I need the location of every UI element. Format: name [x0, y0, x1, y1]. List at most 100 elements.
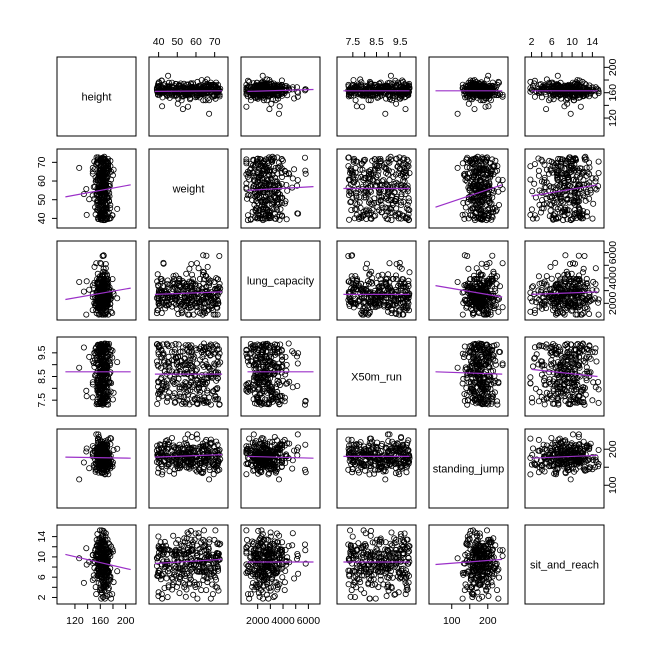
data-point [186, 84, 193, 91]
data-point [76, 164, 83, 171]
data-point [495, 79, 502, 86]
data-point [283, 216, 290, 223]
data-point [365, 97, 372, 104]
panel-weight-vs-standing_jump [428, 148, 509, 229]
data-point [388, 86, 395, 93]
data-point [206, 97, 213, 104]
data-point [154, 271, 161, 278]
data-point [386, 96, 393, 103]
data-point [396, 259, 403, 266]
panel-height-vs-height: height [56, 56, 137, 137]
data-point [567, 260, 574, 267]
data-point [400, 87, 407, 94]
data-point [258, 94, 265, 101]
data-point [114, 295, 121, 302]
data-point [562, 252, 569, 259]
data-point [80, 344, 87, 351]
data-point [590, 200, 597, 207]
data-point [406, 269, 413, 276]
panel-weight-vs-weight: weight [148, 148, 229, 229]
data-point [291, 166, 298, 173]
data-point [193, 92, 200, 99]
data-point [465, 265, 472, 272]
panel-height-vs-sit_and_reach [524, 56, 605, 137]
panel-frame [240, 56, 321, 137]
data-point [301, 154, 308, 161]
data-point [473, 265, 480, 272]
data-point [397, 92, 404, 99]
data-point [485, 72, 492, 79]
data-point [527, 176, 534, 183]
data-point [539, 197, 546, 204]
data-point [567, 110, 574, 117]
data-point [586, 310, 593, 317]
panel-height-vs-X50m_run [336, 56, 417, 137]
data-point [527, 163, 534, 170]
data-point [394, 79, 401, 86]
data-point [156, 82, 163, 89]
panel-height-vs-lung_capacity [240, 56, 321, 137]
data-point [577, 103, 584, 110]
data-point [243, 90, 250, 97]
data-point [499, 304, 506, 311]
data-point [383, 95, 390, 102]
data-point [263, 92, 270, 99]
data-point [86, 353, 93, 360]
smoother-line [247, 88, 314, 92]
data-point [184, 103, 191, 110]
data-point [183, 270, 190, 277]
data-point [454, 110, 461, 117]
data-point [244, 212, 251, 219]
data-point [76, 364, 83, 371]
data-point [165, 72, 172, 79]
data-point [375, 94, 382, 101]
data-point [244, 77, 251, 84]
data-point [283, 86, 290, 93]
data-point [291, 95, 298, 102]
data-point [164, 92, 171, 99]
data-point [404, 201, 411, 208]
data-point [388, 217, 395, 224]
panel-height-vs-weight [148, 56, 229, 137]
data-point [289, 175, 296, 182]
data-point [528, 206, 535, 213]
panel-frame [56, 56, 137, 137]
data-point [392, 272, 399, 279]
data-point [203, 86, 210, 93]
data-point [387, 72, 394, 79]
data-point [276, 103, 283, 110]
data-point [195, 265, 202, 272]
data-point [193, 84, 200, 91]
data-point [459, 311, 466, 318]
data-point [83, 278, 90, 285]
data-point [163, 89, 170, 96]
data-point [243, 103, 250, 110]
data-point [203, 252, 210, 259]
data-point [595, 299, 602, 306]
data-point [405, 195, 412, 202]
data-point [359, 103, 366, 110]
variable-label-weight: weight [172, 184, 205, 196]
data-point [159, 94, 166, 101]
data-point [535, 273, 542, 280]
data-point [379, 271, 386, 278]
data-point [268, 88, 275, 95]
data-point [499, 91, 506, 98]
data-point [595, 169, 602, 176]
data-point [589, 215, 596, 222]
data-point [353, 88, 360, 95]
data-point [367, 92, 374, 99]
data-point [402, 106, 409, 113]
data-point [531, 180, 538, 187]
panel-lung_capacity-vs-sit_and_reach [524, 240, 605, 321]
panel-X50m_run-vs-weight [148, 336, 229, 417]
data-point [372, 82, 379, 89]
panel-weight-vs-lung_capacity [240, 148, 321, 229]
data-point [76, 278, 83, 285]
data-point [83, 311, 90, 318]
data-point [114, 359, 121, 366]
data-point [175, 310, 182, 317]
data-point [186, 96, 193, 103]
data-point [198, 77, 205, 84]
